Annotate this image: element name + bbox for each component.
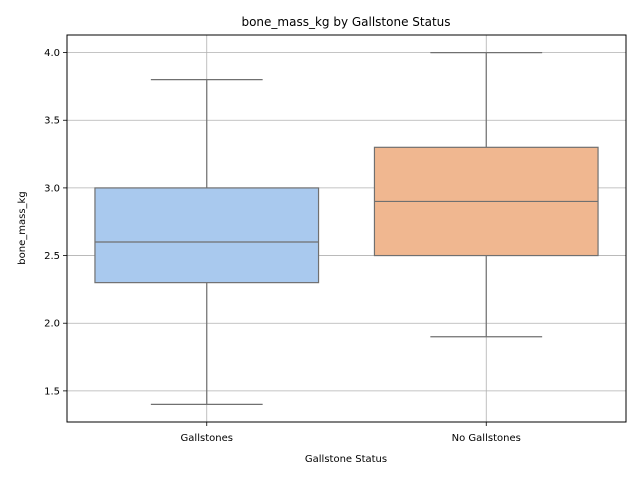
x-axis-ticks: Gallstones No Gallstones <box>181 422 521 444</box>
box-no-gallstones <box>373 51 599 338</box>
y-tick-label: 3.0 <box>44 183 60 194</box>
y-tick-label: 1.5 <box>44 386 60 397</box>
y-tick-label: 2.0 <box>44 319 60 330</box>
iqr-box <box>94 187 320 284</box>
x-tick-label: Gallstones <box>181 433 233 444</box>
chart-title: bone_mass_kg by Gallstone Status <box>241 15 450 29</box>
y-axis-label: bone_mass_kg <box>17 191 28 264</box>
boxes-layer <box>94 51 599 406</box>
x-tick-label: No Gallstones <box>452 433 521 444</box>
y-tick-label: 2.5 <box>44 251 60 262</box>
y-tick-label: 4.0 <box>44 48 60 59</box>
box-gallstones <box>94 79 320 406</box>
y-axis-ticks: 1.5 2.0 2.5 3.0 3.5 4.0 <box>44 48 67 397</box>
x-axis-label: Gallstone Status <box>305 454 387 465</box>
plot-frame <box>66 34 627 423</box>
y-tick-label: 3.5 <box>44 116 60 127</box>
